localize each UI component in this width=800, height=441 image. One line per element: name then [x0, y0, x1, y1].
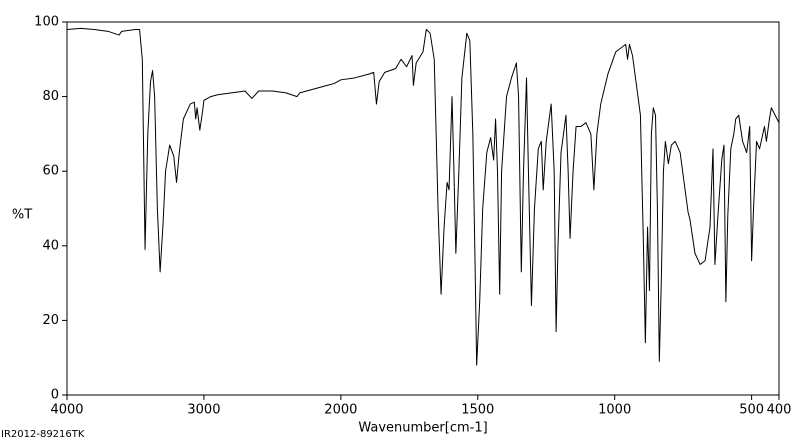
y-axis-label: %T — [12, 208, 32, 223]
x-axis-label: Wavenumber[cm-1] — [358, 421, 487, 436]
y-tick-label: 0 — [51, 388, 59, 403]
x-tick-label: 2000 — [324, 403, 357, 418]
spectrum-line — [66, 27, 780, 366]
plot-frame — [66, 21, 780, 396]
y-tick-label: 80 — [42, 89, 59, 104]
x-tick-label: 400 — [767, 403, 792, 418]
y-tick-label: 20 — [42, 313, 59, 328]
x-tick-label: 1000 — [598, 403, 631, 418]
x-tick-label: 4000 — [50, 403, 83, 418]
x-tick-label: 1500 — [461, 403, 494, 418]
x-tick-label: 500 — [739, 403, 764, 418]
x-tick-label: 3000 — [187, 403, 220, 418]
y-tick-label: 60 — [42, 164, 59, 179]
footnote: IR2012-89216TK — [1, 429, 85, 440]
y-tick-label: 40 — [42, 238, 59, 253]
y-tick-label: 100 — [34, 15, 59, 30]
